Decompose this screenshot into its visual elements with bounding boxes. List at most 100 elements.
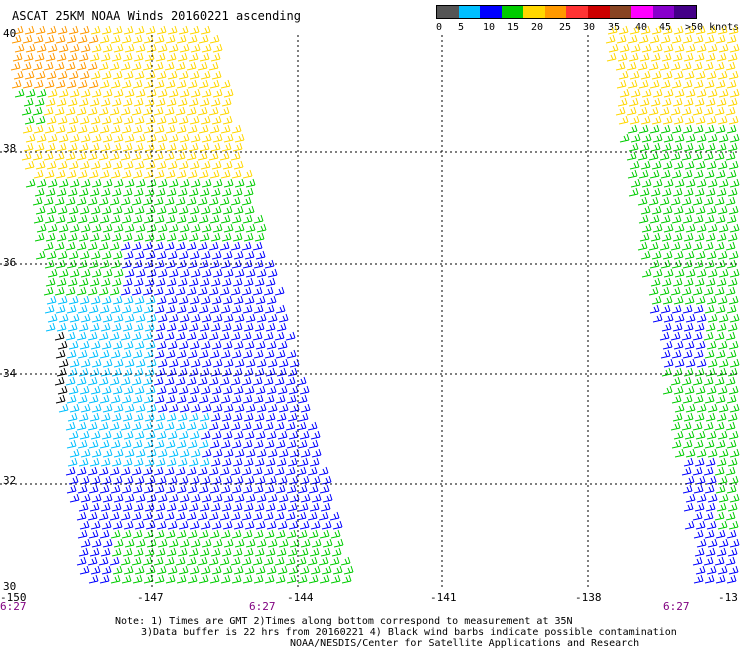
wind-barb [120, 61, 131, 71]
wind-barb [80, 493, 91, 503]
wind-barb [144, 502, 155, 512]
wind-barb [165, 79, 176, 89]
wind-barb [703, 241, 714, 251]
wind-barb [695, 565, 706, 575]
wind-barb [153, 466, 164, 476]
wind-barb [681, 241, 692, 251]
wind-barb [662, 160, 673, 170]
wind-barb [111, 97, 122, 107]
wind-barb [299, 475, 310, 485]
wind-barb [219, 466, 230, 476]
wind-barb [641, 178, 652, 188]
wind-barb [76, 511, 87, 521]
wind-barb [90, 70, 101, 80]
wind-barb [142, 106, 153, 116]
wind-barb [693, 124, 704, 134]
wind-barb [166, 97, 177, 107]
wind-barb [285, 331, 296, 341]
wind-barb [144, 457, 155, 467]
wind-barb [630, 43, 641, 53]
wind-barb [266, 295, 277, 305]
wind-barb [77, 214, 88, 224]
wind-barb [168, 403, 179, 413]
wind-barb [672, 322, 683, 332]
wind-barb [110, 124, 121, 134]
wind-barb [133, 97, 144, 107]
wind-barb [145, 565, 156, 575]
wind-barb [33, 34, 44, 44]
wind-barb [660, 214, 671, 224]
wind-barb [704, 529, 715, 539]
wind-barb [21, 151, 32, 161]
wind-barb [716, 187, 727, 197]
wind-barb [641, 223, 652, 233]
wind-barb [718, 358, 729, 368]
wind-barb [175, 376, 186, 386]
legend-label: 0 [436, 22, 443, 33]
wind-barb [706, 385, 717, 395]
wind-barb [65, 241, 76, 251]
wind-barb [157, 133, 168, 143]
wind-barb [707, 133, 718, 143]
wind-barb [296, 376, 307, 386]
wind-barb [297, 574, 308, 584]
wind-barb [132, 304, 143, 314]
wind-barb [245, 493, 256, 503]
wind-barb [728, 70, 739, 80]
wind-barb [208, 196, 219, 206]
wind-barb [132, 124, 143, 134]
wind-barb [727, 322, 738, 332]
wind-barb [706, 115, 717, 125]
wind-barb [47, 223, 58, 233]
wind-barb [133, 52, 144, 62]
wind-barb [615, 61, 626, 71]
wind-barb [190, 268, 201, 278]
wind-barb [619, 88, 630, 98]
map-title: ASCAT 25KM NOAA Winds 20160221 ascending [12, 9, 301, 23]
wind-barb [34, 232, 45, 242]
wind-barb [255, 250, 266, 260]
wind-barb [43, 61, 54, 71]
wind-barb [54, 241, 65, 251]
wind-barb [649, 169, 660, 179]
wind-barb [637, 61, 648, 71]
wind-barb [298, 547, 309, 557]
wind-barb [714, 421, 725, 431]
wind-barb [123, 295, 134, 305]
wind-barb [88, 394, 99, 404]
wind-barb [703, 151, 714, 161]
wind-barb [145, 520, 156, 530]
wind-barb [134, 205, 145, 215]
wind-barb [87, 286, 98, 296]
wind-barb [58, 133, 69, 143]
wind-barb [79, 205, 90, 215]
wind-barb [300, 448, 311, 458]
wind-barb [157, 43, 168, 53]
wind-barb [111, 52, 122, 62]
wind-barb [46, 25, 57, 35]
wind-barb [619, 133, 630, 143]
wind-barb [131, 286, 142, 296]
wind-barb [640, 205, 651, 215]
wind-barb [65, 151, 76, 161]
wind-barb [650, 97, 661, 107]
wind-barb [714, 511, 725, 521]
wind-barb [717, 340, 728, 350]
wind-barb [210, 52, 221, 62]
wind-barb [67, 97, 78, 107]
wind-barb [714, 61, 725, 71]
wind-barb [58, 313, 69, 323]
wind-barb [155, 142, 166, 152]
wind-barb [100, 277, 111, 287]
wind-barb [99, 529, 110, 539]
wind-barb [134, 70, 145, 80]
wind-barb [221, 187, 232, 197]
lat-label-38: 38 [3, 142, 17, 155]
wind-barb [729, 448, 740, 458]
wind-barb [208, 421, 219, 431]
wind-barb [234, 178, 245, 188]
wind-barb [66, 439, 77, 449]
wind-barb [704, 484, 715, 494]
wind-barb [68, 340, 79, 350]
wind-barb [307, 511, 318, 521]
